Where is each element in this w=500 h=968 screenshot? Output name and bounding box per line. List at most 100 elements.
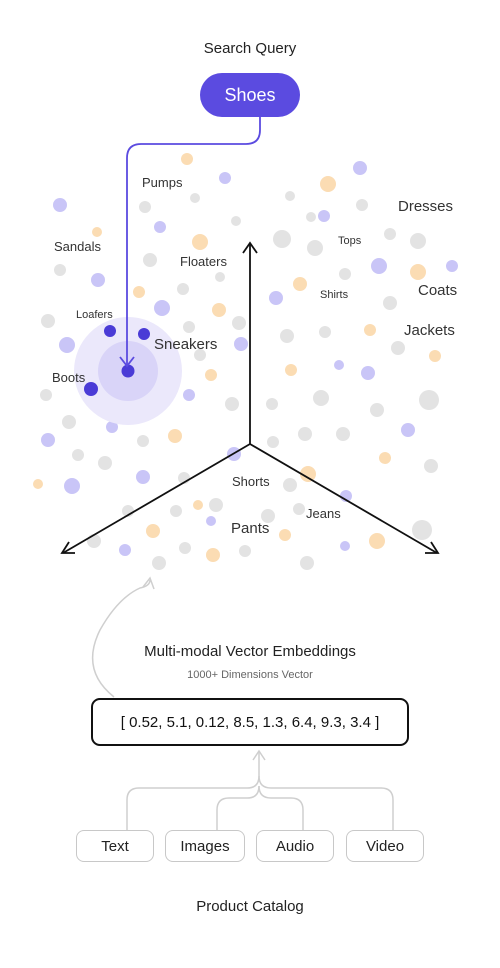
search-query-title: Search Query	[203, 40, 297, 57]
embedding-point	[401, 423, 415, 437]
embedding-point	[41, 314, 55, 328]
embedding-point	[412, 520, 432, 540]
axis-left-arrow	[60, 541, 75, 554]
cluster-label-loafers: Loafers	[76, 309, 113, 321]
embedding-point	[273, 230, 291, 248]
embedding-point	[410, 264, 426, 280]
embedding-point	[98, 456, 112, 470]
embeddings-title: Multi-modal Vector Embeddings	[144, 643, 356, 660]
modality-chip-text[interactable]: Text	[76, 830, 154, 862]
embedding-point	[179, 542, 191, 554]
embedding-point	[136, 470, 150, 484]
modality-chip-images[interactable]: Images	[165, 830, 245, 862]
embedding-point	[154, 221, 166, 233]
vector-values: [ 0.52, 5.1, 0.12, 8.5, 1.3, 6.4, 9.3, 3…	[120, 713, 380, 731]
embedding-point	[267, 436, 279, 448]
embedding-point	[424, 459, 438, 473]
embedding-point	[319, 326, 331, 338]
embedding-point	[361, 366, 375, 380]
embedding-point	[139, 201, 151, 213]
embedding-point	[446, 260, 458, 272]
embedding-point	[371, 258, 387, 274]
embedding-to-space-connector	[91, 579, 151, 698]
embedding-point	[279, 529, 291, 541]
embedding-point	[306, 212, 316, 222]
embedding-point	[137, 435, 149, 447]
embedding-point	[205, 369, 217, 381]
cluster-label-coats: Coats	[418, 282, 458, 299]
cluster-label-sandals: Sandals	[54, 239, 101, 254]
embedding-point	[206, 548, 220, 562]
embedding-point	[300, 556, 314, 570]
embedding-point	[209, 498, 223, 512]
embedding-point	[419, 390, 439, 410]
cluster-label-shorts: Shorts	[232, 474, 270, 489]
embedding-point	[215, 272, 225, 282]
embedding-point	[190, 193, 200, 203]
modality-chip-label: Images	[180, 837, 230, 855]
embedding-point	[364, 324, 376, 336]
embedding-point	[33, 479, 43, 489]
cluster-label-tops: Tops	[338, 235, 362, 247]
embedding-point	[225, 397, 239, 411]
cluster-label-pumps: Pumps	[142, 175, 183, 190]
embeddings-subtitle: 1000+ Dimensions Vector	[187, 669, 313, 681]
embedding-point	[62, 415, 76, 429]
cluster-label-pants: Pants	[231, 520, 270, 537]
axes	[60, 241, 440, 554]
connector-images	[216, 785, 260, 830]
embedding-point	[307, 240, 323, 256]
modality-chip-video[interactable]: Video	[346, 830, 424, 862]
modality-chip-audio[interactable]: Audio	[256, 830, 334, 862]
embedding-point	[266, 398, 278, 410]
embedding-point	[219, 172, 231, 184]
connector-text	[126, 752, 260, 830]
query-term-pill[interactable]: Shoes	[200, 73, 300, 117]
embedding-point	[106, 421, 118, 433]
embedding-point	[283, 478, 297, 492]
embedding-point	[384, 228, 396, 240]
cluster-label-floaters: Floaters	[180, 254, 227, 269]
embedding-point	[64, 478, 80, 494]
connector-video	[258, 775, 394, 830]
embedding-point	[119, 544, 131, 556]
embedding-point	[269, 291, 283, 305]
embedding-point	[320, 176, 336, 192]
embedding-point	[194, 349, 206, 361]
cluster-label-jeans: Jeans	[306, 506, 341, 521]
embedding-point	[193, 500, 203, 510]
embedding-point	[92, 227, 102, 237]
modality-arrow-head	[252, 749, 266, 761]
embedding-points	[33, 153, 458, 570]
embedding-point	[40, 389, 52, 401]
embedding-point	[391, 341, 405, 355]
embedding-point	[334, 360, 344, 370]
connector-arrow-head	[142, 576, 155, 590]
embedding-point	[239, 545, 251, 557]
query-path-line	[126, 117, 261, 365]
embedding-point	[154, 300, 170, 316]
embedding-point	[54, 264, 66, 276]
embedding-point	[379, 452, 391, 464]
product-catalog-title: Product Catalog	[196, 898, 304, 915]
axis-up-arrow	[242, 241, 258, 254]
embedding-point	[143, 253, 157, 267]
embedding-point	[183, 389, 195, 401]
embedding-point	[370, 403, 384, 417]
embedding-point	[41, 433, 55, 447]
embedding-point	[285, 191, 295, 201]
embedding-point	[72, 449, 84, 461]
embedding-point	[168, 429, 182, 443]
cluster-label-boots: Boots	[52, 370, 86, 385]
embedding-point	[192, 234, 208, 250]
query-point	[121, 364, 135, 378]
embedding-point	[232, 316, 246, 330]
cluster-label-shirts: Shirts	[320, 289, 349, 301]
cluster-label-jackets: Jackets	[404, 322, 455, 339]
embedding-point	[429, 350, 441, 362]
embedding-point	[183, 321, 195, 333]
query-highlight	[74, 317, 182, 425]
embedding-point	[261, 509, 275, 523]
embedding-point	[293, 277, 307, 291]
